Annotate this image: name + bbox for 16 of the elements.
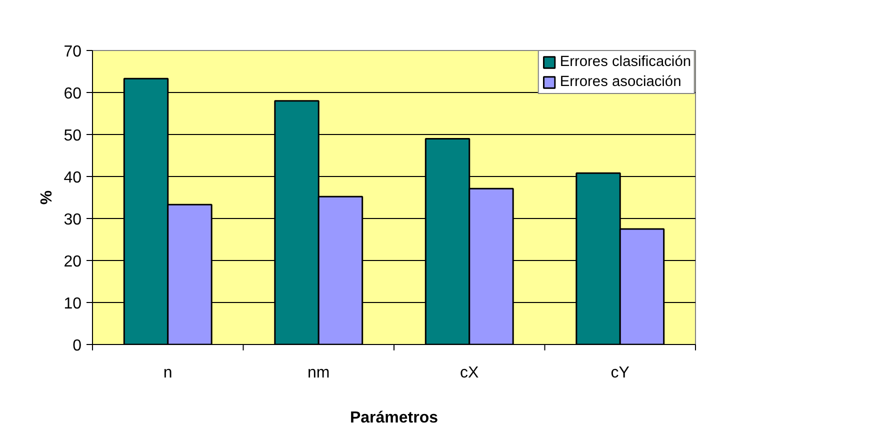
y-tick-label: 50: [64, 128, 82, 144]
x-axis-title: Parámetros: [350, 410, 438, 426]
y-tick-label: 70: [64, 44, 82, 60]
y-tick-label: 20: [64, 254, 82, 270]
y-tick-label: 30: [64, 212, 82, 228]
legend-label: Errores clasificación: [560, 54, 691, 70]
legend-label: Errores asociación: [560, 74, 682, 90]
y-tick-label: 40: [64, 170, 82, 186]
x-tick-label: cX: [460, 364, 480, 382]
y-tick-label: 0: [72, 338, 82, 354]
y-tick-label: 60: [64, 86, 82, 102]
x-tick-label: cY: [610, 364, 630, 382]
x-tick-label: nm: [308, 364, 330, 382]
x-tick-label: n: [163, 364, 172, 382]
y-axis-title: %: [38, 190, 56, 205]
y-tick-label: 10: [64, 296, 82, 312]
